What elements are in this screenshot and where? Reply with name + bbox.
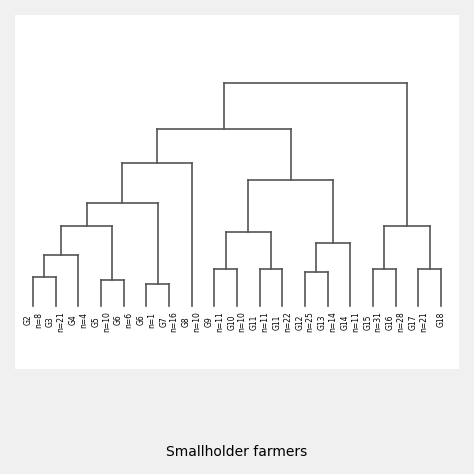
Text: G5
n=10: G5 n=10 — [91, 311, 111, 332]
Text: G3
n=21: G3 n=21 — [46, 311, 65, 332]
X-axis label: Smallholder farmers: Smallholder farmers — [166, 445, 308, 459]
Text: G11
n=11: G11 n=11 — [250, 311, 269, 332]
Text: G7
n=16: G7 n=16 — [159, 311, 179, 332]
Text: G14
n=11: G14 n=11 — [340, 311, 360, 332]
Text: G17
n=21: G17 n=21 — [409, 311, 428, 332]
Text: G12
n=25: G12 n=25 — [295, 311, 315, 332]
Text: G4
n=4: G4 n=4 — [69, 311, 88, 328]
Text: G10
n=10: G10 n=10 — [228, 311, 246, 332]
Text: G8
n=10: G8 n=10 — [182, 311, 201, 332]
Text: G16
n=28: G16 n=28 — [386, 311, 405, 332]
Text: G2
n=8: G2 n=8 — [23, 311, 43, 328]
Text: G11
n=22: G11 n=22 — [273, 311, 292, 332]
Text: G13
n=14: G13 n=14 — [318, 311, 337, 332]
Text: G18: G18 — [437, 311, 446, 327]
Text: G9
n=11: G9 n=11 — [205, 311, 224, 332]
Text: G6
n=1: G6 n=1 — [137, 311, 156, 328]
Text: G6
n=6: G6 n=6 — [114, 311, 134, 328]
Text: G15
n=31: G15 n=31 — [363, 311, 383, 332]
